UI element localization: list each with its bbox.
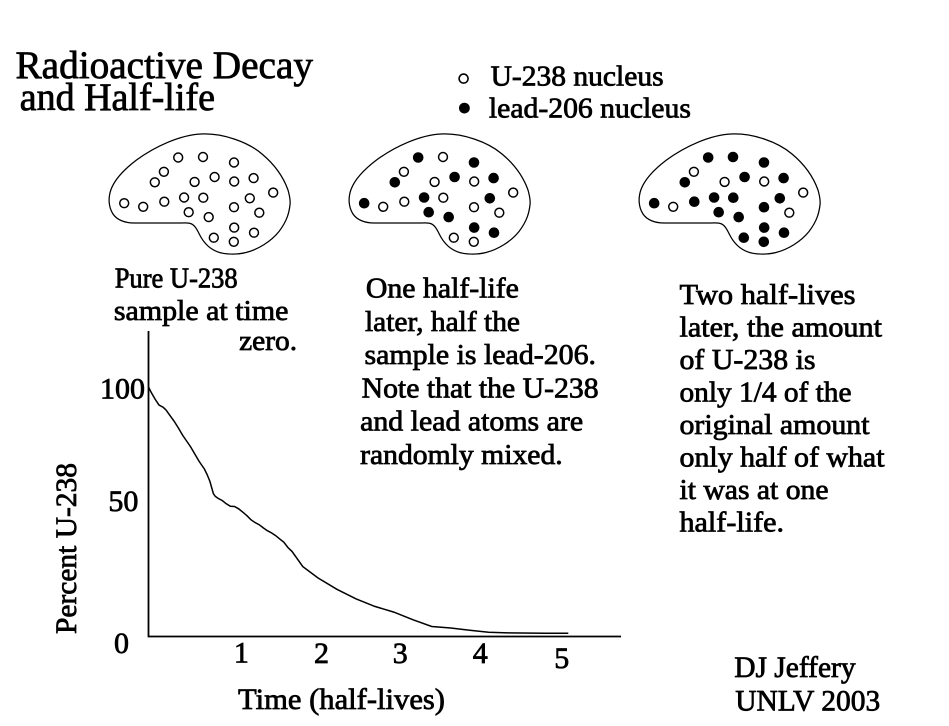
svg-text:zero.: zero. bbox=[239, 326, 297, 357]
svg-text:it was at one: it was at one bbox=[680, 475, 829, 506]
svg-text:and lead atoms are: and lead atoms are bbox=[360, 407, 583, 438]
svg-text:4: 4 bbox=[473, 637, 488, 670]
svg-text:Percent U-238: Percent U-238 bbox=[50, 463, 83, 634]
svg-text:100: 100 bbox=[100, 373, 145, 406]
svg-text:5: 5 bbox=[554, 642, 569, 675]
svg-text:later, half the: later, half the bbox=[365, 307, 520, 338]
svg-text:only 1/4 of the: only 1/4 of the bbox=[680, 378, 852, 409]
svg-text:Note that the U-238: Note that the U-238 bbox=[362, 373, 599, 404]
svg-text:half-life.: half-life. bbox=[680, 508, 785, 539]
svg-text:lead-206 nucleus: lead-206 nucleus bbox=[489, 93, 691, 124]
svg-text:of U-238 is: of U-238 is bbox=[680, 345, 816, 376]
svg-text:original amount: original amount bbox=[680, 410, 870, 441]
svg-text:later, the amount: later, the amount bbox=[680, 313, 883, 344]
svg-text:and Half-life: and Half-life bbox=[20, 76, 215, 119]
svg-text:only half of what: only half of what bbox=[680, 443, 885, 474]
svg-text:sample is lead-206.: sample is lead-206. bbox=[365, 340, 597, 371]
svg-text:randomly mixed.: randomly mixed. bbox=[360, 440, 563, 471]
svg-text:sample at time: sample at time bbox=[114, 296, 289, 327]
svg-text:2: 2 bbox=[314, 637, 329, 670]
svg-text:0: 0 bbox=[114, 627, 129, 660]
svg-text:1: 1 bbox=[234, 637, 249, 670]
svg-text:One half-life: One half-life bbox=[366, 274, 519, 305]
svg-text:3: 3 bbox=[393, 637, 408, 670]
svg-text:U-238 nucleus: U-238 nucleus bbox=[491, 61, 664, 92]
svg-text:Two half-lives: Two half-lives bbox=[680, 280, 856, 311]
svg-text:Time (half-lives): Time (half-lives) bbox=[238, 683, 445, 716]
svg-text:Radioactive Decay: Radioactive Decay bbox=[16, 44, 314, 87]
svg-text:DJ Jeffery: DJ Jeffery bbox=[734, 651, 855, 684]
svg-text:Pure U-238: Pure U-238 bbox=[115, 263, 238, 294]
svg-text:50: 50 bbox=[108, 485, 138, 518]
svg-text:UNLV 2003: UNLV 2003 bbox=[735, 685, 880, 718]
